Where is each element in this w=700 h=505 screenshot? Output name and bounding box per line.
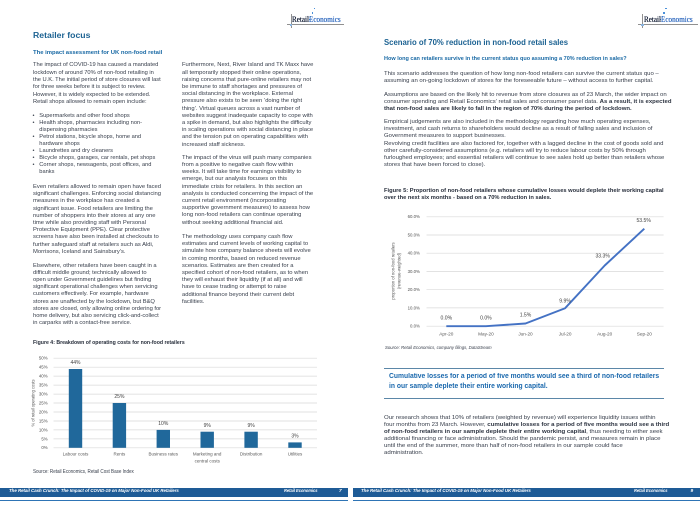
svg-text:44%: 44% — [70, 360, 81, 366]
svg-text:20.0%: 20.0% — [408, 287, 420, 292]
svg-text:25%: 25% — [114, 394, 125, 400]
svg-text:50%: 50% — [39, 356, 48, 361]
svg-text:Apr-20: Apr-20 — [439, 331, 453, 336]
svg-text:15%: 15% — [39, 418, 48, 423]
svg-text:40.0%: 40.0% — [408, 251, 420, 256]
svg-text:0.0%: 0.0% — [440, 315, 452, 321]
svg-text:Rents: Rents — [114, 451, 127, 456]
svg-text:Sep-20: Sep-20 — [637, 331, 653, 336]
svg-text:25%: 25% — [39, 400, 48, 405]
svg-text:10%: 10% — [158, 421, 169, 427]
svg-text:Utilities: Utilities — [288, 451, 303, 456]
svg-text:Jun-20: Jun-20 — [518, 331, 533, 336]
svg-text:Aug-20: Aug-20 — [597, 331, 613, 336]
svg-text:1.5%: 1.5% — [520, 313, 532, 319]
svg-text:9%: 9% — [204, 423, 212, 429]
svg-text:30.0%: 30.0% — [408, 269, 420, 274]
svg-text:central costs: central costs — [195, 459, 221, 464]
svg-text:20%: 20% — [39, 409, 48, 414]
svg-text:(revenue-weighted): (revenue-weighted) — [397, 252, 402, 289]
svg-text:0.0%: 0.0% — [480, 315, 492, 321]
svg-text:30%: 30% — [39, 392, 48, 397]
svg-text:Business rates: Business rates — [149, 451, 179, 456]
svg-text:proportion of non-food retaile: proportion of non-food retailers — [391, 242, 396, 299]
svg-text:9.9%: 9.9% — [559, 298, 571, 304]
svg-text:Jul-20: Jul-20 — [559, 331, 572, 336]
svg-text:Labour costs: Labour costs — [63, 451, 90, 456]
svg-text:10%: 10% — [39, 427, 48, 432]
svg-text:3%: 3% — [291, 434, 299, 440]
svg-text:0%: 0% — [41, 445, 47, 450]
svg-text:Distribution: Distribution — [240, 451, 263, 456]
svg-text:53.5%: 53.5% — [636, 218, 651, 224]
svg-text:33.3%: 33.3% — [595, 254, 610, 260]
svg-text:50.0%: 50.0% — [408, 232, 420, 237]
svg-text:May-20: May-20 — [478, 331, 494, 336]
svg-text:45%: 45% — [39, 365, 48, 370]
svg-text:Marketing and: Marketing and — [193, 451, 222, 456]
svg-text:0.0%: 0.0% — [410, 324, 420, 329]
svg-text:60.0%: 60.0% — [408, 214, 420, 219]
svg-text:9%: 9% — [247, 423, 255, 429]
svg-text:40%: 40% — [39, 374, 48, 379]
svg-text:35%: 35% — [39, 383, 48, 388]
svg-text:10.0%: 10.0% — [408, 305, 420, 310]
svg-text:5%: 5% — [41, 436, 47, 441]
svg-text:% of retail operating costs: % of retail operating costs — [31, 379, 36, 426]
